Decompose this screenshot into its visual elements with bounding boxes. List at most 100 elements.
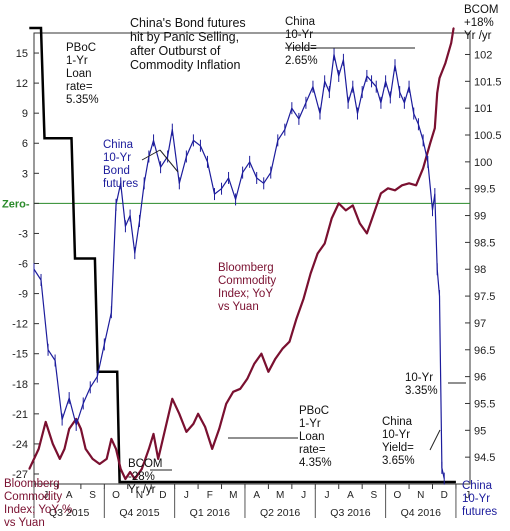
data-point	[281, 347, 284, 350]
annotation-bcom-bottom: BCOM -28% Yr /yr	[128, 458, 163, 496]
month-label: F	[207, 490, 213, 501]
left-tick-label: -6	[18, 259, 28, 271]
data-point	[434, 127, 436, 130]
series-pboc-1-yr-loan-rate	[29, 26, 456, 484]
left-tick-label: -12	[12, 319, 28, 331]
month-label: O	[112, 490, 120, 501]
month-label: J	[184, 490, 189, 501]
left-tick-label: -15	[12, 349, 28, 361]
plot-border	[33, 32, 471, 485]
right-tick-label: 99	[474, 211, 486, 223]
series-china-10-yr-bond-futures	[33, 48, 445, 485]
data-point	[366, 232, 368, 235]
series-layer	[28, 26, 456, 485]
right-tick-label: 97	[474, 318, 486, 330]
data-point	[166, 418, 169, 420]
left-tick-label: 15	[16, 48, 28, 60]
data-point	[37, 448, 40, 450]
data-point	[380, 192, 382, 195]
data-point	[387, 187, 389, 190]
pointer-line	[159, 149, 179, 173]
data-point	[98, 463, 101, 465]
month-label: N	[136, 490, 143, 501]
left-tick-label: 3	[22, 168, 28, 180]
plot-frame	[33, 32, 471, 485]
data-point	[436, 92, 438, 94]
quarter-label: Q2 2016	[260, 507, 300, 519]
data-point	[253, 362, 256, 365]
series-bloomberg-commodity-index-yoy-vs-yuan	[28, 27, 455, 481]
left-tick-label: -24	[12, 439, 28, 451]
right-tick-label: 98	[474, 264, 486, 276]
x-axis-ticks: J A S O N D J F M A M J J A S O N D JQ3 2015 Q4 2015 Q1 2016…	[33, 484, 470, 519]
quarter-label: Q3 2015	[49, 507, 89, 519]
data-point	[444, 62, 447, 64]
right-tick-label: 101.5	[474, 76, 502, 88]
data-point	[110, 438, 113, 440]
right-tick-label: 102	[474, 49, 492, 61]
left-tick-label: -3	[18, 228, 28, 240]
data-point	[351, 204, 354, 207]
data-point	[401, 184, 403, 187]
right-axis-label: China 10-Yr futures	[462, 480, 498, 518]
data-point	[162, 438, 164, 440]
data-point	[422, 167, 424, 170]
month-label: S	[89, 490, 96, 501]
data-point	[239, 387, 242, 390]
left-tick-label: 12	[16, 78, 28, 90]
right-tick-label: 96	[474, 372, 486, 384]
data-point	[316, 252, 319, 255]
data-point	[344, 209, 347, 212]
data-point	[288, 340, 291, 343]
data-point	[450, 42, 453, 44]
month-label: D	[159, 490, 166, 501]
right-tick-label: 99.5	[474, 184, 495, 196]
data-point	[211, 448, 213, 450]
data-point	[438, 77, 441, 79]
data-point	[91, 458, 94, 460]
data-point	[185, 431, 188, 433]
month-label: J	[301, 490, 306, 501]
quarter-label: Q3 2016	[330, 507, 370, 519]
month-label: A	[347, 490, 354, 501]
data-point	[119, 468, 122, 470]
data-point	[337, 202, 340, 205]
data-point	[124, 478, 127, 480]
data-point	[267, 370, 270, 373]
data-point	[129, 471, 131, 473]
data-point	[295, 317, 298, 320]
right-axis-ticks: 102 101.5 101 100.5 100 99.5 99 98.5 98 97.5 97 96.…	[465, 49, 502, 464]
left-tick-label: -18	[12, 379, 28, 391]
month-label: A	[66, 490, 73, 501]
right-tick-label: 96.5	[474, 345, 495, 357]
month-label: J	[325, 490, 330, 501]
data-point	[44, 421, 47, 423]
pointer-line	[429, 429, 441, 451]
quarter-label: Q4 2016	[401, 507, 441, 519]
annotation-bond-futures: China 10-Yr Bond futures	[103, 139, 139, 190]
month-label: D	[441, 490, 448, 501]
data-point	[133, 478, 136, 480]
data-point	[192, 423, 195, 425]
series-line	[29, 26, 456, 484]
pointer-line	[141, 149, 161, 161]
annotation-bcom-label: Bloomberg Commodity Index; YoY vs Yuan	[218, 262, 277, 313]
annotation-pointers	[141, 47, 466, 471]
right-tick-label: 100	[474, 157, 492, 169]
right-tick-label: 94.5	[474, 452, 495, 464]
data-point	[51, 443, 54, 445]
data-point	[246, 377, 249, 380]
data-point	[225, 403, 228, 405]
right-tick-label: 95.5	[474, 398, 495, 410]
data-point	[157, 458, 160, 460]
month-label: O	[393, 490, 401, 501]
month-label: J	[43, 490, 48, 501]
left-axis-ticks: 15 12 9 6 3 Zero- -3 -6 -9 -12 -15 -18 -21 -24 -27	[2, 48, 39, 481]
left-tick-label: -27	[12, 469, 28, 481]
data-point	[302, 297, 305, 300]
data-point	[178, 413, 181, 415]
data-point	[171, 398, 174, 400]
left-tick-label: 9	[22, 108, 28, 120]
data-point	[394, 189, 396, 192]
left-tick-label: -9	[18, 289, 28, 301]
